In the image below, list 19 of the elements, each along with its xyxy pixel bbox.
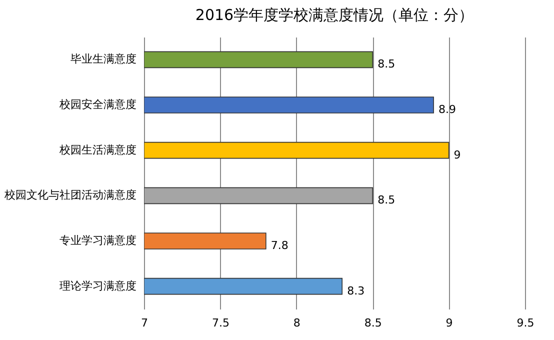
data-label: 8.3 [347,284,365,298]
y-tick-label: 专业学习满意度 [60,234,136,247]
y-tick-label: 校园文化与社团活动满意度 [4,188,136,202]
y-tick-label: 毕业生满意度 [70,52,136,66]
x-tick-label: 9 [446,316,453,330]
data-label: 7.8 [270,239,288,252]
data-label: 8.5 [378,58,396,71]
data-label: 8.9 [438,103,456,116]
data-label: 9 [454,148,461,162]
data-label: 8.5 [378,194,396,207]
x-tick-label: 7 [141,316,148,330]
x-tick-label: 8.5 [364,316,382,330]
x-tick-label: 7.5 [212,316,230,330]
y-tick-label: 校园安全满意度 [58,98,136,111]
x-tick-label: 9.5 [516,316,534,330]
y-tick-label: 理论学习满意度 [60,279,136,292]
y-tick-label: 校园生活满意度 [58,143,136,156]
x-tick-label: 8 [293,316,300,330]
chart-title: 2016学年度学校满意度情况（单位：分） [195,6,474,24]
